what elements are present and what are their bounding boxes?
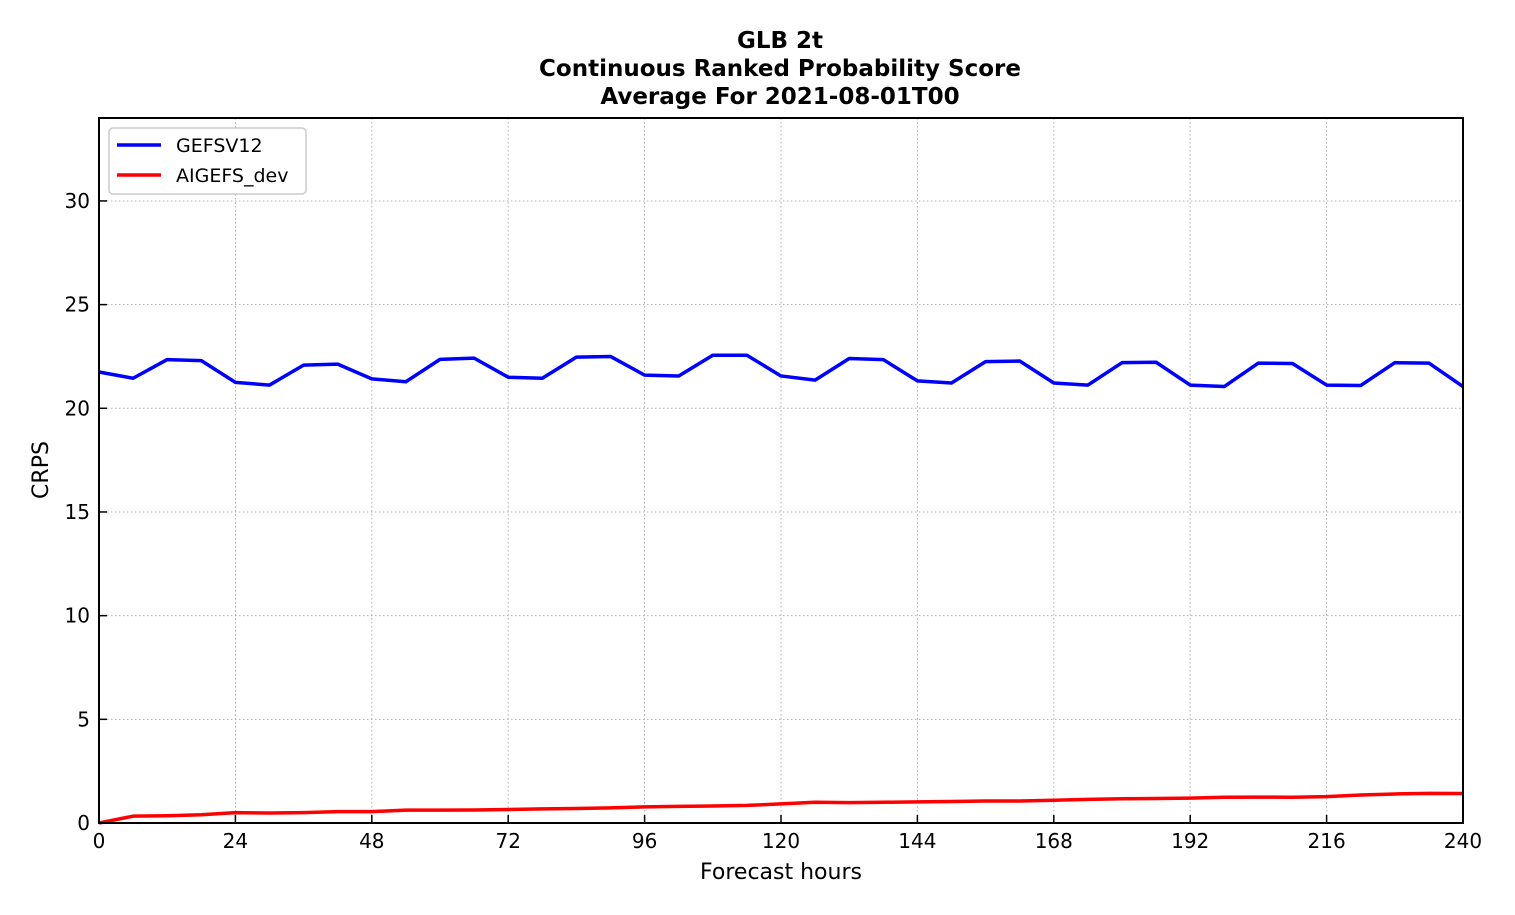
y-tick-label: 20 [65, 396, 90, 420]
y-axis-label: CRPS [29, 441, 54, 499]
y-tick-label: 15 [65, 500, 90, 524]
x-tick-label: 96 [632, 829, 657, 853]
legend: GEFSV12 AIGEFS_dev [108, 127, 307, 195]
grid-lines [99, 118, 1463, 823]
series-line-gefsv12 [98, 353, 1464, 389]
x-tick-label: 120 [762, 829, 800, 853]
x-tick-label: 24 [223, 829, 248, 853]
chart-title-line-1: GLB 2t [737, 28, 823, 54]
x-tick-label: 168 [1035, 829, 1073, 853]
x-tick-label: 216 [1308, 829, 1346, 853]
chart-title-line-2: Continuous Ranked Probability Score [539, 56, 1021, 82]
y-tick-label: 0 [77, 811, 90, 835]
y-tick-label: 5 [77, 707, 90, 731]
x-axis-label: Forecast hours [700, 860, 862, 885]
x-tick-label: 48 [359, 829, 384, 853]
chart-title-line-3: Average For 2021-08-01T00 [600, 84, 959, 110]
y-tick-label: 25 [65, 293, 90, 317]
y-tick-label: 30 [65, 189, 90, 213]
legend-label-gefsv12: GEFSV12 [176, 135, 263, 157]
x-tick-label: 72 [495, 829, 520, 853]
plot-frame [98, 117, 1464, 824]
series-lines [98, 353, 1464, 825]
axis-ticks: 0 24 48 72 96 120 144 168 192 216 240 0 5 10 15 20 25 30 [65, 189, 1483, 853]
x-tick-label: 144 [898, 829, 936, 853]
y-tick-label: 10 [65, 604, 90, 628]
legend-label-aigefs-dev: AIGEFS_dev [176, 165, 288, 187]
x-tick-label: 240 [1444, 829, 1482, 853]
x-tick-label: 0 [93, 829, 106, 853]
x-tick-label: 192 [1171, 829, 1209, 853]
series-line-aigefs-dev [98, 791, 1464, 825]
